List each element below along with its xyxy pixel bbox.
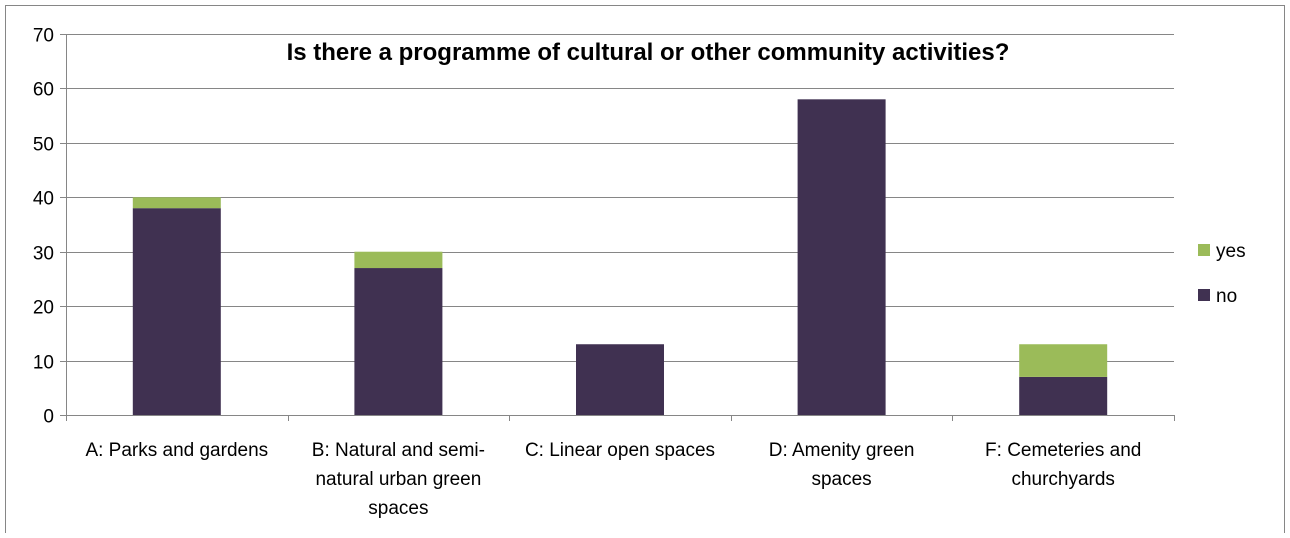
x-tick-label: C: Linear open spaces (525, 440, 715, 461)
legend: yes no (1198, 241, 1246, 307)
bar-yes (354, 251, 443, 269)
bar-yes (132, 197, 221, 209)
y-tick-label: 70 (33, 26, 54, 47)
x-tick-label: spaces (811, 469, 871, 490)
y-tick-label: 30 (33, 244, 54, 265)
bar-yes (1019, 344, 1108, 377)
y-tick-labels: 0 10 20 30 40 50 60 70 (33, 26, 54, 428)
y-tick-label: 50 (33, 135, 54, 156)
chart-title: Is there a programme of cultural or othe… (287, 39, 1010, 66)
y-tick-label: 40 (33, 189, 54, 210)
x-tick-labels: A: Parks and gardens B: Natural and semi-… (85, 440, 1141, 519)
x-tick-label: churchyards (1011, 469, 1115, 490)
axes (60, 34, 1175, 421)
legend-label-no: no (1216, 286, 1237, 307)
x-tick-label: D: Amenity green (769, 440, 915, 461)
bar-no (132, 208, 221, 415)
legend-label-yes: yes (1216, 241, 1246, 262)
y-tick-label: 0 (43, 407, 54, 428)
bars (132, 99, 1108, 416)
y-tick-label: 10 (33, 353, 54, 374)
bar-no (354, 268, 443, 415)
x-tick-label: B: Natural and semi- (312, 440, 485, 461)
x-tick-label: A: Parks and gardens (85, 440, 268, 461)
legend-swatch-yes (1198, 244, 1210, 256)
y-tick-label: 20 (33, 298, 54, 319)
bar-no (576, 344, 664, 415)
bar-no (797, 99, 886, 416)
x-tick-label: natural urban green (315, 469, 481, 490)
chart-border (5, 5, 1285, 538)
bar-no (1019, 376, 1108, 415)
legend-swatch-no (1198, 289, 1210, 301)
y-tick-label: 60 (33, 80, 54, 101)
gridlines (66, 34, 1174, 362)
x-tick-label: spaces (368, 498, 428, 519)
x-tick-label: F: Cemeteries and (985, 440, 1141, 461)
